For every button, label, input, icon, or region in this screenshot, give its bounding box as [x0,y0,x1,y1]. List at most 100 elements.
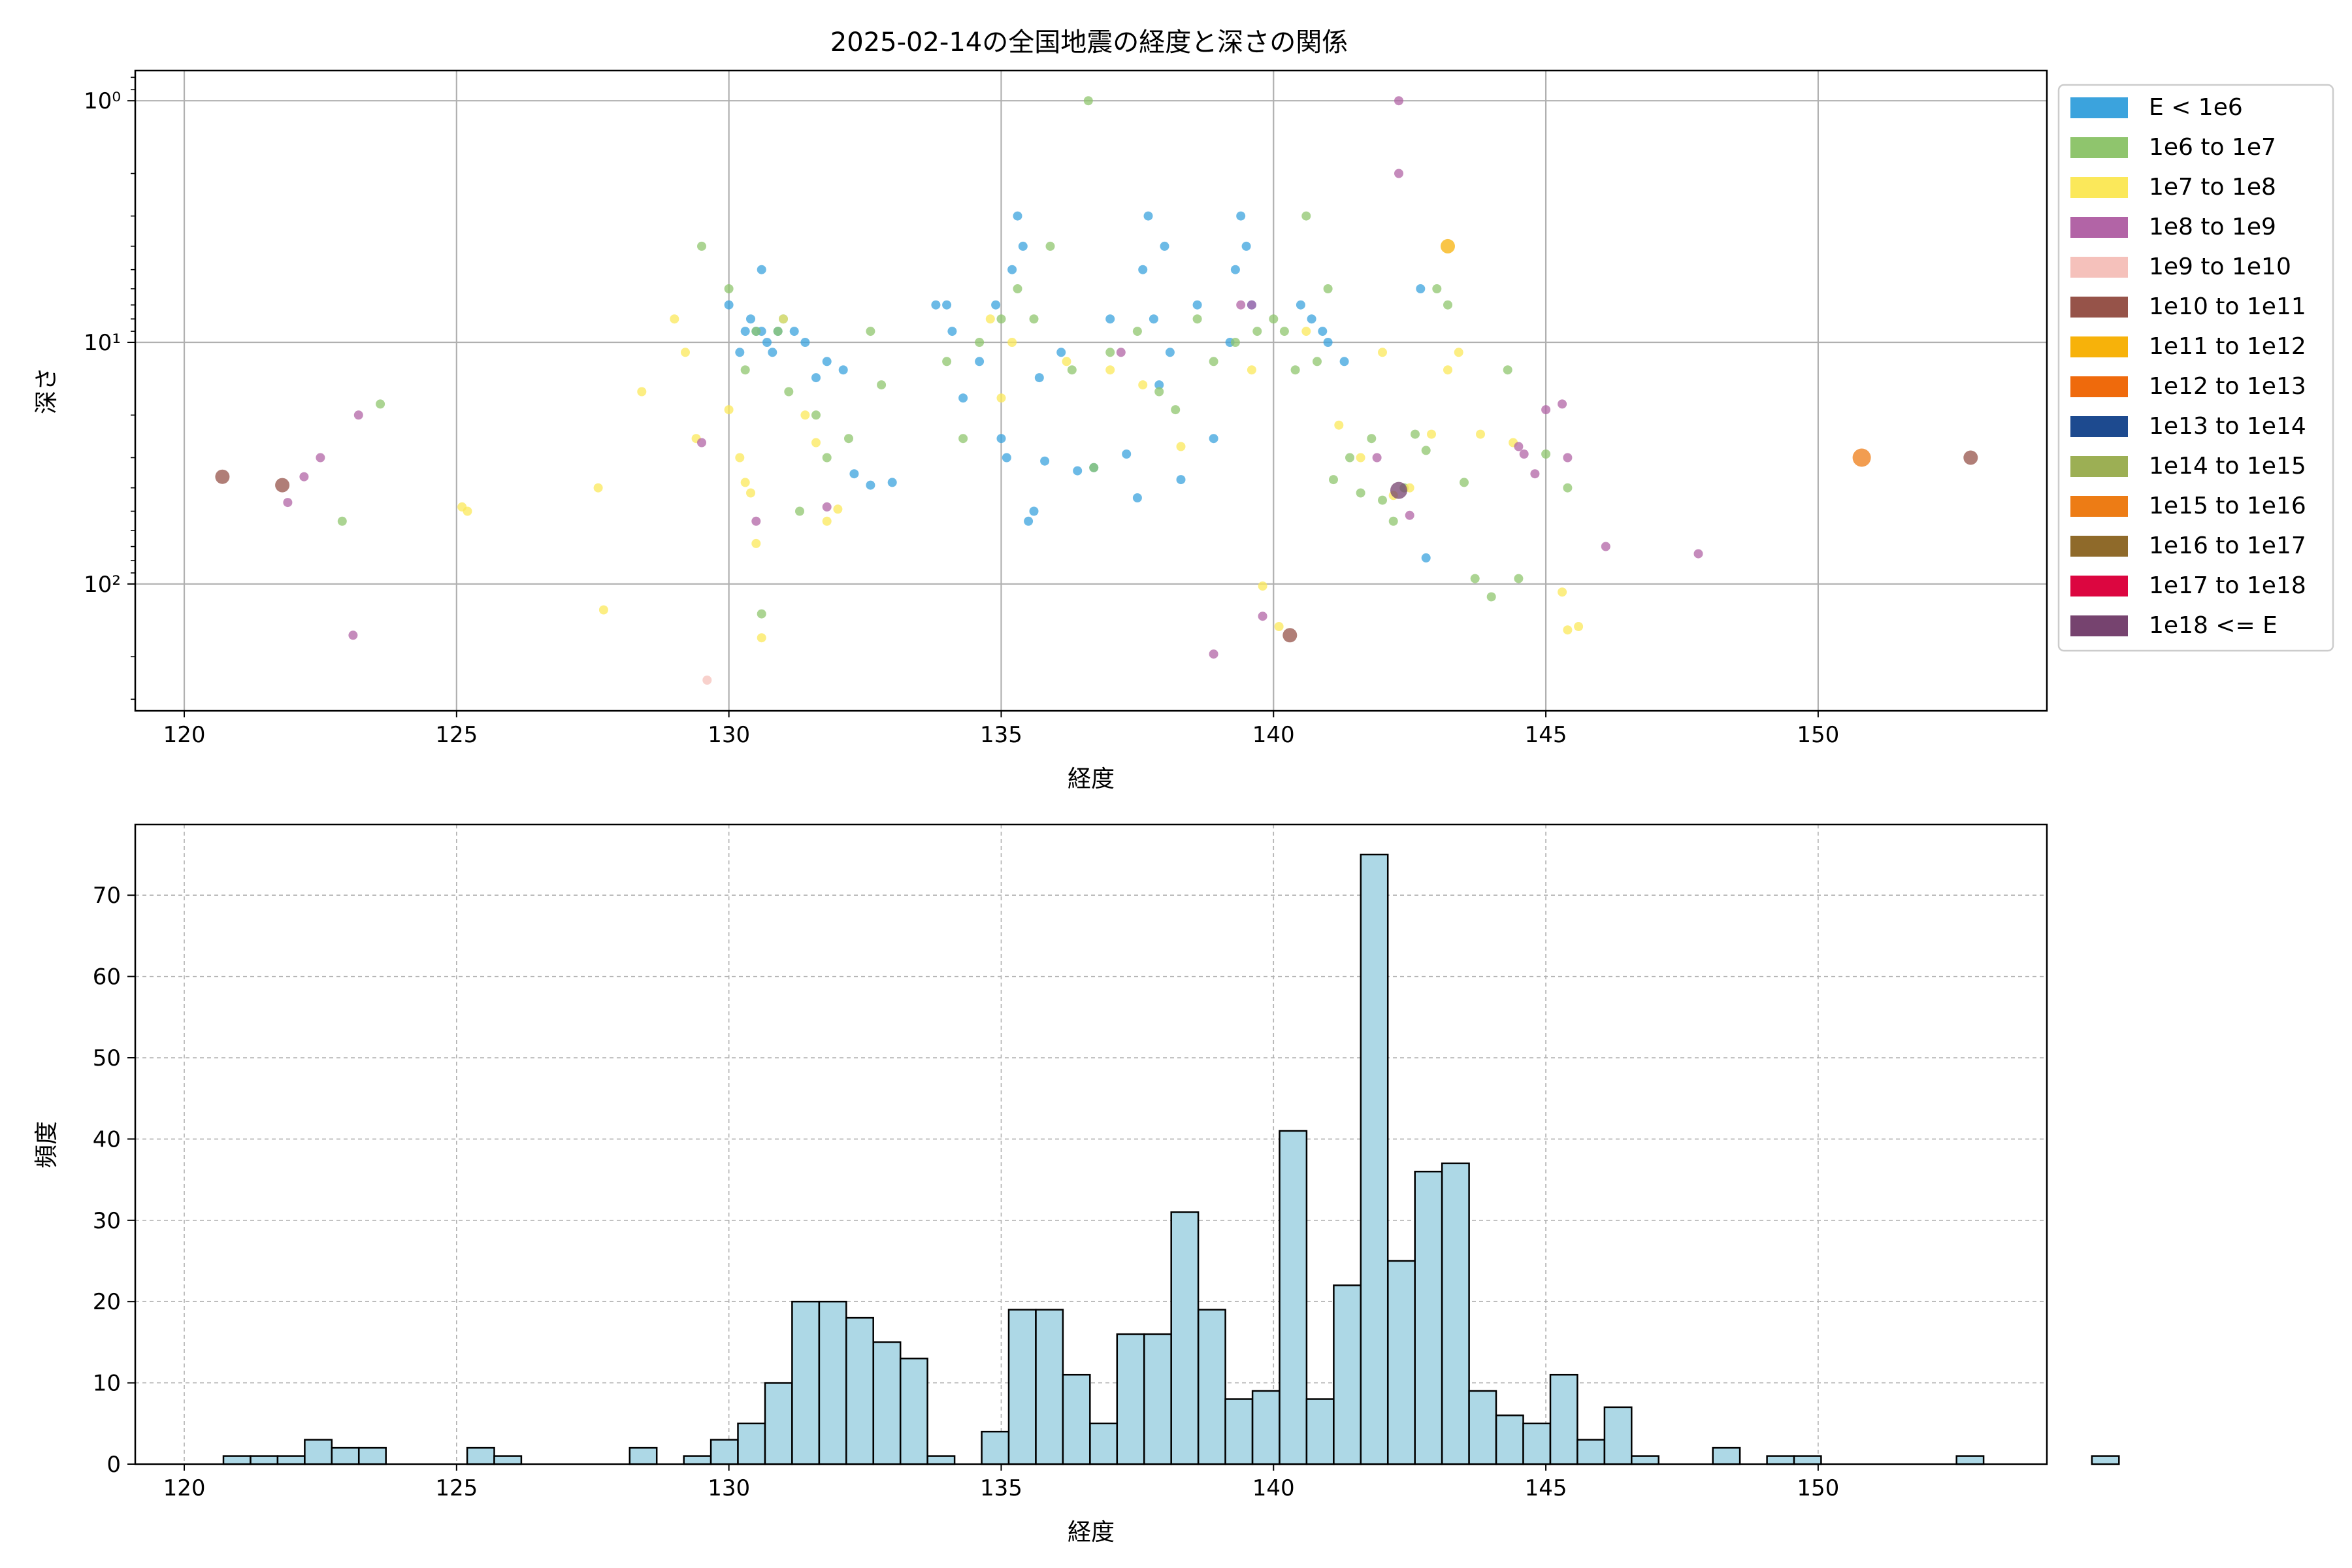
legend-swatch [2070,177,2128,198]
scatter-point [1345,453,1354,463]
scatter-point [1132,327,1142,336]
histogram-y-tick-label: 40 [93,1126,121,1152]
scatter-point [1258,581,1267,591]
scatter-point [1116,348,1126,357]
scatter-point [1171,405,1181,415]
legend-swatch [2070,576,2128,596]
scatter-point [958,434,968,444]
scatter-point [1405,483,1414,493]
scatter-point [1421,446,1431,455]
scatter-point [1067,365,1077,375]
scatter-point [1963,450,1978,465]
scatter-point [996,434,1006,444]
legend-swatch [2070,536,2128,557]
scatter-point [1138,380,1148,390]
scatter-point [1241,241,1251,251]
scatter-point [1394,96,1403,106]
scatter-point [1394,169,1403,178]
legend-swatch [2070,416,2128,437]
scatter-chart: 2025-02-14の全国地震の経度と深さの関係 120 125 130 135 140… [33,27,2334,792]
scatter-point [1339,357,1349,367]
histogram-bar [1793,1455,1822,1465]
scatter-point [1427,429,1436,439]
scatter-point [697,241,706,251]
scatter-point [1279,327,1289,336]
histogram-bar [1305,1398,1335,1465]
scatter-point [1007,338,1017,347]
scatter-point [1514,574,1524,583]
scatter-point [795,506,804,516]
scatter-point [1149,314,1158,324]
scatter-point [746,314,755,324]
scatter-point [1132,493,1142,502]
scatter-point [1307,314,1316,324]
histogram-bar [981,1430,1010,1465]
scatter-point [844,434,853,444]
scatter-point [724,300,734,310]
legend-swatch [2070,297,2128,318]
histogram-y-tick-label: 70 [93,883,121,909]
scatter-point [1160,241,1169,251]
scatter-point [1486,592,1496,602]
scatter-point [1558,587,1567,597]
legend-label: 1e7 to 1e8 [2149,174,2276,201]
scatter-point [1411,429,1420,439]
scatter-point [1356,488,1365,498]
scatter-point [1105,348,1115,357]
scatter-x-tick-label: 130 [708,722,750,748]
histogram-bar [1007,1309,1037,1465]
scatter-axes-frame [134,69,2048,712]
scatter-point [1405,510,1414,520]
scatter-point [1089,463,1099,472]
scatter-point [1192,300,1202,310]
scatter-point [1476,429,1485,439]
scatter-point [942,357,952,367]
histogram-bar [1576,1439,1606,1465]
scatter-point [1356,453,1365,463]
scatter-point [866,480,875,490]
scatter-point [1138,265,1148,274]
scatter-point [1029,506,1039,516]
scatter-y-tick-label: 10⁰ [84,88,121,114]
scatter-point [1209,649,1218,659]
scatter-point [1563,625,1573,635]
scatter-point [697,438,706,448]
histogram-bar [710,1439,739,1465]
scatter-point [838,365,848,375]
scatter-point [740,327,750,336]
histogram-axis-ticks: 120 125 130 135 140 145 150 0 10 20 30 40 50 60 70 [93,883,1840,1501]
scatter-point [1323,284,1333,293]
legend-swatch [2070,257,2128,278]
scatter-point [1443,365,1452,375]
scatter-point [1852,448,1871,467]
legend-label: 1e13 to 1e14 [2149,413,2306,440]
scatter-point [1122,449,1132,459]
scatter-point [1236,300,1246,310]
histogram-bar [1387,1260,1416,1465]
scatter-point [1154,380,1164,390]
legend-swatch [2070,137,2128,158]
histogram-bar [1522,1422,1552,1465]
scatter-point [1574,622,1584,631]
histogram-bar [1224,1398,1254,1465]
histogram-bar [1468,1390,1497,1465]
legend-label: E < 1e6 [2149,94,2243,121]
scatter-point [1318,327,1328,336]
histogram-bar [1143,1333,1172,1465]
scatter-legend: E < 1e6 1e6 to 1e7 1e7 to 1e8 1e8 to 1e9 1e9… [2057,84,2334,652]
histogram-bar [899,1358,928,1465]
legend-label: 1e15 to 1e16 [2149,493,2306,519]
scatter-point [1329,475,1338,485]
scatter-point [1334,420,1344,430]
scatter-point [353,410,363,420]
scatter-point [1176,475,1186,485]
histogram-x-tick-label: 130 [708,1475,750,1501]
scatter-x-tick-label: 140 [1252,722,1295,748]
legend-label: 1e8 to 1e9 [2149,214,2276,240]
scatter-point [316,453,325,463]
histogram-bar [466,1446,495,1465]
scatter-point [751,327,761,336]
histogram-x-axis-label: 経度 [1068,1519,1115,1546]
